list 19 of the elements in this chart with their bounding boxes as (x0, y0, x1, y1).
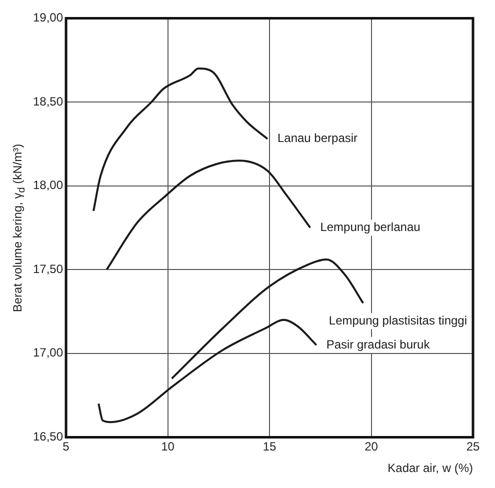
line-series (98, 318, 318, 424)
x-tick-label: 15 (262, 440, 277, 454)
y-tick-label: 18,00 (33, 178, 64, 192)
y-tick-label: 19,00 (33, 10, 64, 25)
y-tick-label: 17,50 (33, 262, 64, 276)
line-series (106, 160, 312, 271)
x-tick-label: 10 (161, 440, 175, 454)
series-label: Lanau berpasir (277, 131, 358, 146)
x-tick-label: 25 (466, 440, 480, 454)
x-tick-label: 5 (62, 440, 70, 454)
series-label: Pasir gradasi buruk (326, 337, 431, 352)
x-tick-label: 20 (364, 440, 378, 454)
y-tick-label: 18,50 (33, 94, 64, 108)
text: Lempung plastisitas tinggi (328, 313, 468, 328)
series-label: Lempung berlanau (320, 220, 420, 234)
line-series (92, 67, 268, 212)
x-axis-title: Kadar air, w (%) (388, 461, 474, 476)
y-tick-label: 17,00 (33, 346, 64, 360)
y-tick-label: 16,50 (33, 430, 64, 444)
